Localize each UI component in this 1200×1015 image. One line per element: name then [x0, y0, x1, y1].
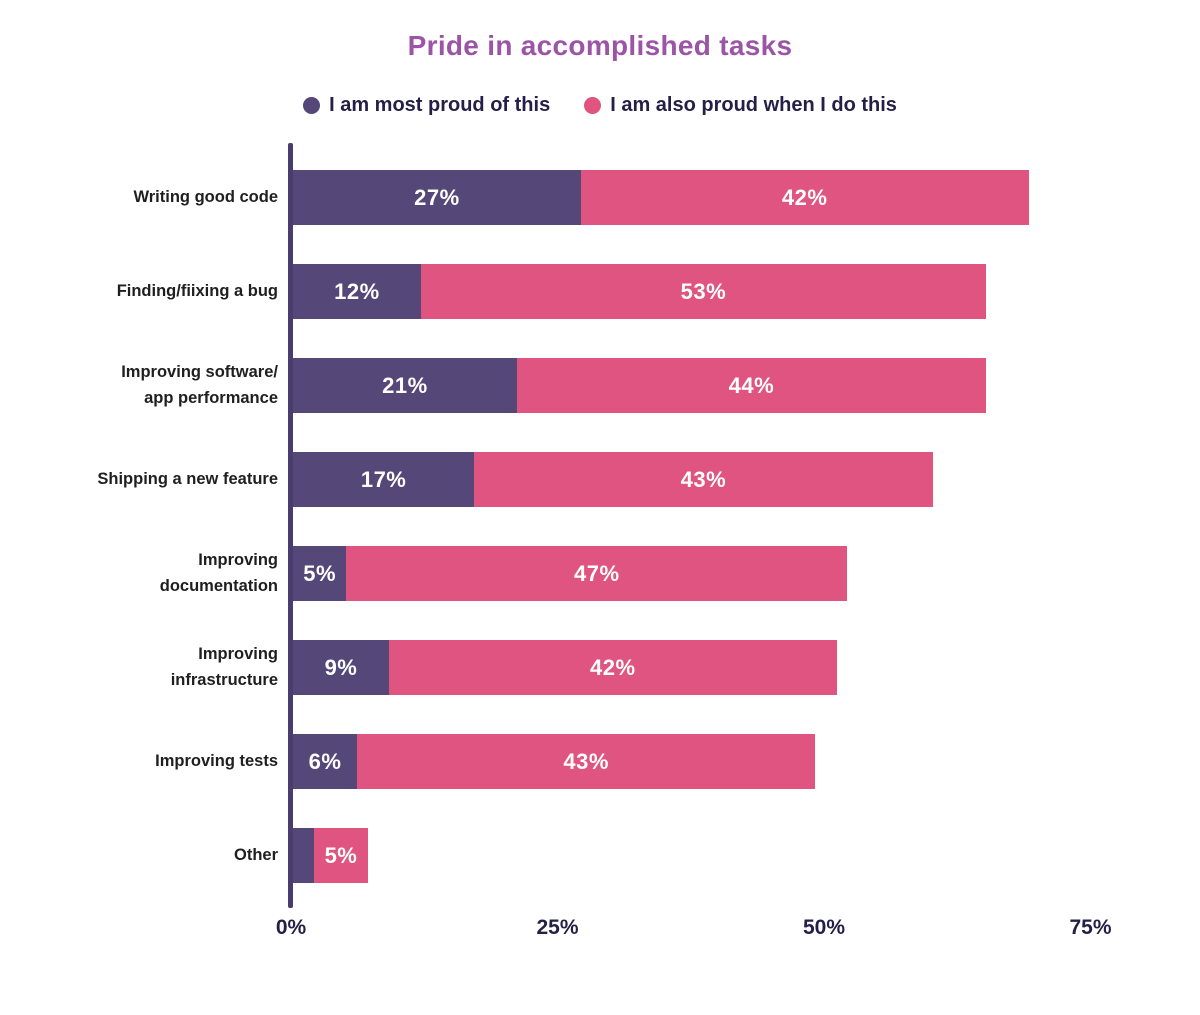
- bar-segment-most-proud: 5%: [293, 546, 347, 601]
- y-axis-line: [288, 143, 293, 908]
- bar-segments: 12% 53%: [293, 264, 986, 319]
- legend-item-also-proud: I am also proud when I do this: [584, 94, 897, 117]
- chart-row: Shipping a new feature 17% 43%: [0, 452, 1200, 507]
- bar-value-label: 44%: [728, 372, 775, 398]
- bar-segment-also-proud: 44%: [516, 358, 986, 413]
- bar-rows: Writing good code 27% 42% Finding/fiixing…: [0, 143, 1200, 908]
- bar-segments: 21% 44%: [293, 358, 986, 413]
- bar-value-label: 17%: [360, 466, 407, 492]
- bar-segment-also-proud: 53%: [420, 264, 986, 319]
- legend-marker-most-proud-icon: [303, 97, 321, 114]
- bar-value-label: 47%: [574, 560, 620, 586]
- category-label: Improving documentation: [159, 550, 278, 595]
- bar-segment-most-proud: 9%: [293, 640, 389, 695]
- bar-segment-most-proud: 27%: [293, 170, 581, 225]
- bar-segment-also-proud: 42%: [580, 170, 1029, 225]
- bar-segment-also-proud: 5%: [314, 828, 368, 883]
- bar-segments: 6% 43%: [293, 734, 816, 789]
- bar-segments: 27% 42%: [293, 170, 1029, 225]
- bar-segment-also-proud: 43%: [356, 734, 816, 789]
- bar-value-label: 5%: [324, 842, 358, 868]
- legend: I am most proud of this I am also proud …: [0, 94, 1200, 117]
- x-axis-tick-label: 0%: [275, 916, 307, 939]
- chart-title: Pride in accomplished tasks: [407, 30, 793, 61]
- chart-row: Improving documentation 5% 47%: [0, 546, 1200, 601]
- bar-segments: 5%: [293, 828, 368, 883]
- bar-value-label: 43%: [563, 748, 609, 774]
- legend-item-most-proud: I am most proud of this: [303, 94, 550, 117]
- bar-segment-most-proud: 21%: [293, 358, 517, 413]
- bar-value-label: 27%: [414, 184, 460, 210]
- category-label: Improving tests: [155, 751, 278, 770]
- bar-value-label: 12%: [334, 278, 380, 304]
- x-axis-tick-label: 50%: [802, 916, 846, 939]
- bar-segment-most-proud: [293, 828, 315, 883]
- bar-segment-also-proud: 47%: [346, 546, 848, 601]
- bar-segment-most-proud: 6%: [293, 734, 357, 789]
- x-axis-tick-label: 75%: [1069, 916, 1112, 939]
- bar-value-label: 5%: [303, 560, 337, 586]
- legend-label-also-proud: I am also proud when I do this: [610, 94, 897, 116]
- bar-segment-most-proud: 12%: [293, 264, 421, 319]
- legend-marker-also-proud-icon: [584, 97, 602, 114]
- bar-value-label: 43%: [680, 466, 727, 492]
- category-label: Shipping a new feature: [97, 469, 278, 488]
- bar-segment-also-proud: 42%: [388, 640, 837, 695]
- x-axis: 0% 25% 50% 75%: [0, 916, 1200, 958]
- chart-row: Improving tests 6% 43%: [0, 734, 1200, 789]
- bar-segments: 9% 42%: [293, 640, 837, 695]
- bar-value-label: 21%: [382, 372, 428, 398]
- bar-segment-most-proud: 17%: [293, 452, 475, 507]
- bar-value-label: 42%: [590, 654, 636, 680]
- category-label: Other: [233, 845, 278, 864]
- bar-value-label: 42%: [781, 184, 828, 210]
- legend-label-most-proud: I am most proud of this: [329, 94, 551, 116]
- bar-segments: 5% 47%: [293, 546, 848, 601]
- category-label: Improving infrastructure: [170, 644, 278, 689]
- bar-segment-also-proud: 43%: [474, 452, 933, 507]
- chart-row: Finding/fiixing a bug 12% 53%: [0, 264, 1200, 319]
- chart-row: Improving infrastructure 9% 42%: [0, 640, 1200, 695]
- chart-row: Writing good code 27% 42%: [0, 170, 1200, 225]
- category-label: Improving software/ app performance: [121, 362, 278, 407]
- bar-value-label: 53%: [680, 278, 727, 304]
- chart-row: Improving software/ app performance 21% 4…: [0, 358, 1200, 413]
- x-axis-tick-label: 25%: [536, 916, 579, 939]
- bar-value-label: 9%: [324, 654, 358, 680]
- category-label: Writing good code: [133, 187, 278, 206]
- bar-segments: 17% 43%: [293, 452, 933, 507]
- category-label: Finding/fiixing a bug: [116, 281, 278, 300]
- chart-row: Other 5%: [0, 828, 1200, 883]
- bar-value-label: 6%: [308, 748, 342, 774]
- plot-area: Writing good code 27% 42% Finding/fiixing…: [0, 143, 1200, 958]
